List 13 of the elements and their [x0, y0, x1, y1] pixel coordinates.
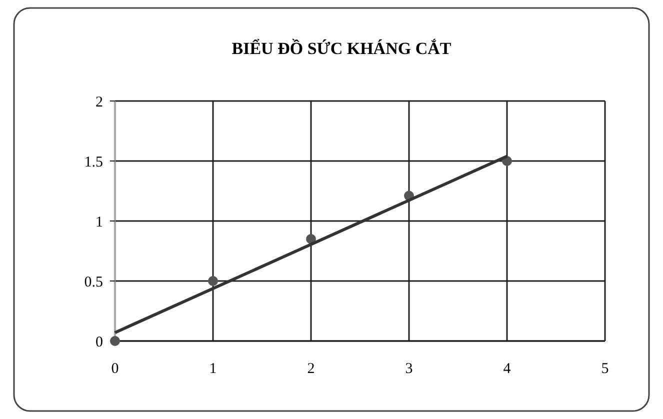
point — [208, 276, 218, 286]
x-tick-label: 2 — [307, 361, 315, 377]
x-tick-label: 0 — [111, 361, 119, 377]
y-tick-label: 2 — [96, 94, 103, 110]
x-tick-label: 5 — [601, 361, 609, 377]
chart-title: BIỂU ĐỒ SỨC KHÁNG CẮT — [232, 38, 452, 58]
y-tick-label: 0.5 — [84, 274, 103, 290]
x-tick-label: 3 — [405, 361, 413, 377]
x-tick-label: 4 — [503, 361, 512, 377]
y-tick-label: 1 — [96, 214, 103, 230]
y-tick-label: 1.5 — [84, 154, 103, 170]
x-tick-label: 1 — [209, 361, 217, 377]
y-tick-label: 0 — [96, 334, 103, 350]
